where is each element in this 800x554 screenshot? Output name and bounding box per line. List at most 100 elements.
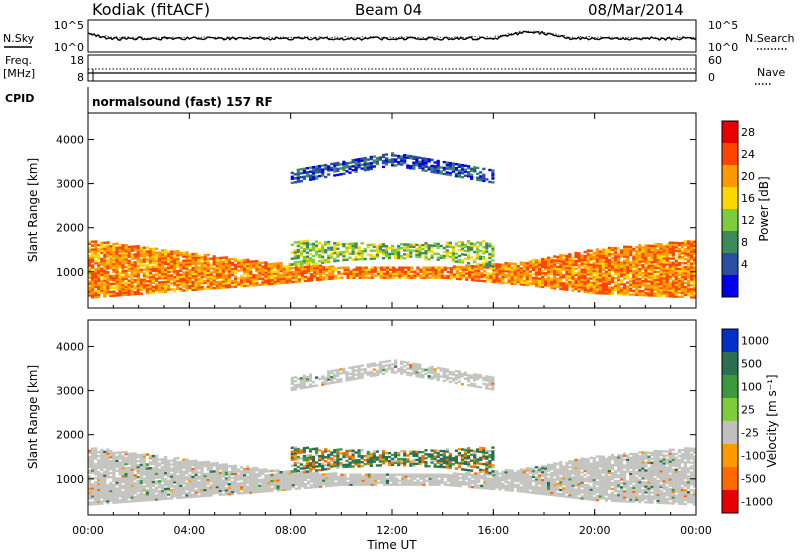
data-cell bbox=[91, 296, 95, 299]
data-cell bbox=[209, 257, 213, 260]
data-cell bbox=[319, 481, 323, 484]
data-cell bbox=[404, 481, 408, 484]
data-cell bbox=[106, 285, 110, 288]
data-cell bbox=[507, 266, 511, 269]
data-cell bbox=[94, 254, 98, 257]
data-cell bbox=[336, 253, 340, 256]
data-cell bbox=[659, 270, 663, 274]
data-cell bbox=[97, 279, 101, 283]
data-cell bbox=[246, 284, 250, 287]
data-cell bbox=[644, 278, 648, 281]
data-cell bbox=[306, 279, 311, 282]
data-cell bbox=[686, 264, 691, 267]
data-cell bbox=[479, 257, 483, 260]
data-cell bbox=[273, 469, 277, 472]
data-cell bbox=[337, 276, 341, 280]
data-cell bbox=[112, 264, 116, 268]
data-cell bbox=[209, 486, 213, 489]
data-cell bbox=[653, 242, 657, 246]
data-cell bbox=[632, 263, 636, 267]
data-cell bbox=[191, 493, 195, 496]
data-cell bbox=[650, 286, 654, 289]
data-cell bbox=[97, 455, 101, 458]
data-cell bbox=[176, 283, 180, 287]
data-cell bbox=[182, 488, 186, 491]
data-cell bbox=[522, 273, 526, 276]
freq-label: Freq. bbox=[5, 54, 32, 67]
data-cell bbox=[519, 277, 523, 280]
data-cell bbox=[112, 467, 116, 471]
data-cell bbox=[139, 284, 143, 287]
data-cell bbox=[127, 247, 131, 251]
data-cell bbox=[592, 269, 596, 273]
data-cell bbox=[328, 267, 332, 271]
data-cell bbox=[115, 463, 119, 466]
data-cell bbox=[401, 477, 405, 480]
data-cell bbox=[154, 474, 159, 477]
data-cell bbox=[194, 477, 198, 480]
data-cell bbox=[553, 261, 557, 264]
data-cell bbox=[659, 264, 663, 268]
data-cell bbox=[474, 265, 478, 268]
data-cell bbox=[467, 165, 471, 168]
data-cell bbox=[121, 283, 125, 287]
data-cell bbox=[230, 261, 235, 265]
data-cell bbox=[510, 280, 514, 283]
data-cell bbox=[683, 262, 687, 265]
data-cell bbox=[302, 171, 306, 174]
data-cell bbox=[519, 269, 523, 272]
data-cell bbox=[305, 255, 310, 258]
data-cell bbox=[227, 277, 231, 281]
data-cell bbox=[428, 483, 432, 486]
data-cell bbox=[145, 465, 149, 468]
data-cell bbox=[302, 255, 306, 259]
freq-tick-top: 18 bbox=[70, 54, 84, 67]
data-cell bbox=[439, 244, 443, 248]
data-cell bbox=[121, 473, 125, 476]
data-cell bbox=[118, 284, 122, 287]
data-cell bbox=[97, 498, 101, 502]
data-cell bbox=[273, 483, 277, 486]
data-cell bbox=[325, 473, 329, 476]
data-cell bbox=[659, 294, 663, 298]
data-cell bbox=[136, 256, 140, 260]
data-cell bbox=[458, 266, 463, 269]
data-cell bbox=[604, 252, 608, 255]
data-cell bbox=[233, 468, 238, 471]
data-cell bbox=[97, 271, 101, 275]
data-cell bbox=[227, 473, 231, 476]
data-cell bbox=[182, 263, 186, 266]
data-cell bbox=[154, 464, 159, 467]
data-cell bbox=[412, 157, 416, 160]
data-cell bbox=[170, 268, 174, 271]
data-cell bbox=[369, 165, 373, 169]
data-cell bbox=[294, 481, 298, 484]
data-cell bbox=[91, 463, 95, 466]
data-cell bbox=[252, 489, 256, 492]
data-cell bbox=[410, 481, 414, 484]
data-cell bbox=[562, 276, 566, 279]
data-cell bbox=[647, 276, 651, 279]
data-cell bbox=[176, 486, 180, 490]
data-cell bbox=[249, 264, 253, 267]
data-cell bbox=[91, 467, 95, 470]
data-cell bbox=[97, 295, 101, 298]
data-cell bbox=[367, 268, 371, 271]
data-cell bbox=[136, 282, 140, 286]
data-cell bbox=[106, 460, 110, 463]
data-cell bbox=[315, 165, 319, 168]
data-cell bbox=[424, 244, 428, 247]
data-cell bbox=[357, 160, 361, 163]
data-cell bbox=[607, 258, 611, 262]
data-cell bbox=[243, 469, 247, 473]
data-cell bbox=[328, 476, 332, 480]
data-cell bbox=[419, 274, 423, 277]
data-cell bbox=[139, 248, 143, 252]
data-cell bbox=[299, 172, 303, 175]
data-cell bbox=[170, 481, 174, 484]
data-cell bbox=[91, 292, 95, 295]
data-cell bbox=[173, 252, 177, 255]
data-cell bbox=[103, 470, 107, 473]
data-cell bbox=[559, 254, 563, 257]
data-cell bbox=[360, 167, 364, 170]
